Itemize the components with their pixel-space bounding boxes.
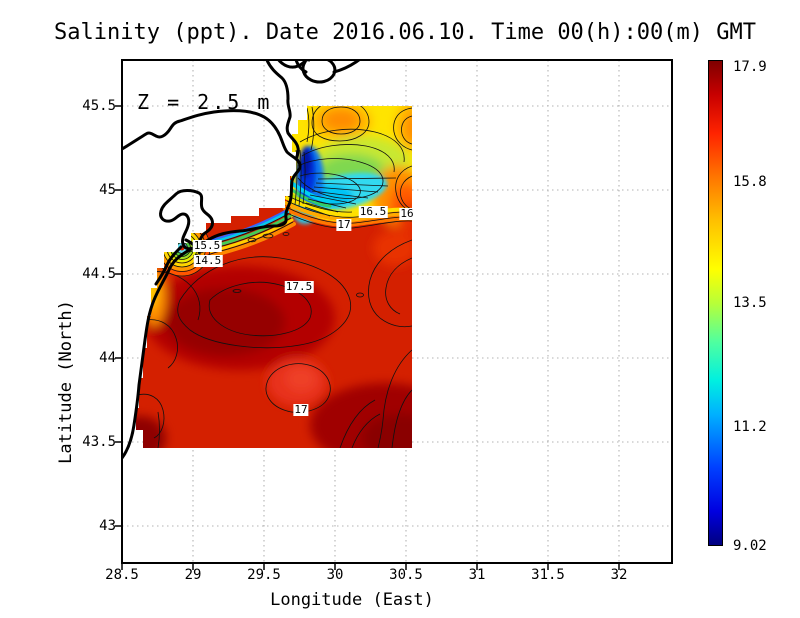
contour-label: 15.5 — [192, 239, 222, 252]
x-tick-label: 32 — [610, 567, 628, 583]
colorbar — [708, 60, 723, 546]
y-tick-label: 44 — [99, 350, 116, 366]
x-tick-label: 31.5 — [531, 567, 565, 583]
contour-label: 16.5 — [358, 205, 388, 218]
colorbar-tick-label: 9.02 — [733, 538, 767, 554]
plot-border — [121, 59, 673, 564]
contour-label: 17.5 — [284, 280, 314, 293]
depth-annotation: Z = 2.5 m — [137, 90, 273, 114]
contour-label: 17 — [336, 218, 352, 231]
x-tick-label: 29.5 — [247, 567, 281, 583]
x-tick-label: 30.5 — [389, 567, 423, 583]
contour-label: 16 — [399, 207, 415, 220]
colorbar-tick-label: 17.9 — [733, 59, 767, 75]
x-tick-label: 29 — [184, 567, 202, 583]
colorbar-tick-label: 15.8 — [733, 174, 767, 190]
x-axis-label: Longitude (East) — [270, 590, 434, 610]
y-tick-label: 43.5 — [82, 434, 116, 450]
y-tick-label: 45.5 — [82, 98, 116, 114]
y-tick-label: 45 — [99, 182, 116, 198]
y-tick-label: 44.5 — [82, 266, 116, 282]
contour-label: 14.5 — [193, 254, 223, 267]
x-tick-label: 31 — [468, 567, 486, 583]
x-tick-label: 30 — [326, 567, 344, 583]
y-axis-label: Latitude (North) — [56, 300, 76, 464]
colorbar-tick-label: 13.5 — [733, 295, 767, 311]
plot-title: Salinity (ppt). Date 2016.06.10. Time 00… — [54, 20, 756, 45]
colorbar-tick-label: 11.2 — [733, 419, 767, 435]
contour-label: 17 — [293, 403, 309, 416]
y-tick-label: 43 — [99, 518, 116, 534]
x-tick-label: 28.5 — [105, 567, 139, 583]
axis-ticks — [115, 105, 620, 570]
